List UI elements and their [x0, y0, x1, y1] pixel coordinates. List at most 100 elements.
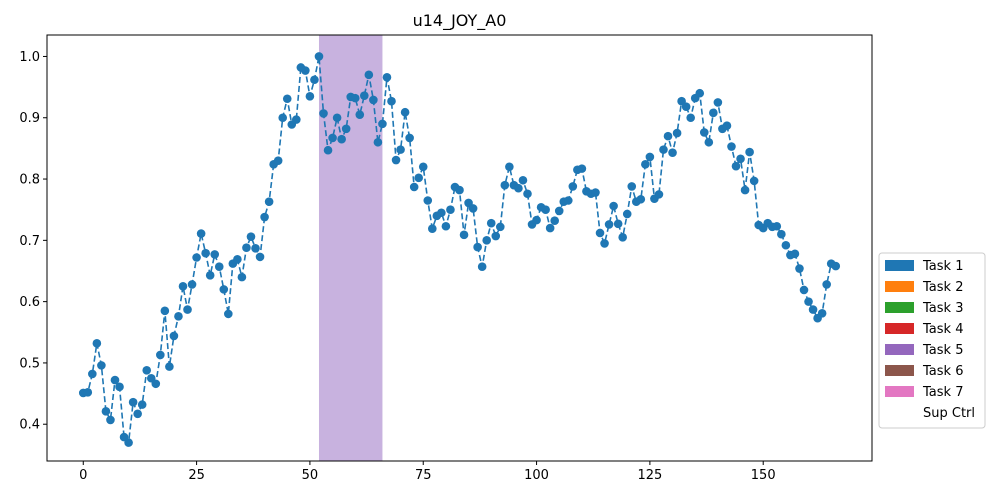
- chart-title: u14_JOY_A0: [413, 11, 507, 31]
- data-point: [627, 182, 637, 191]
- data-point: [781, 240, 791, 250]
- data-point: [709, 108, 718, 118]
- data-point: [418, 162, 428, 172]
- data-point: [446, 205, 455, 214]
- data-point: [314, 52, 324, 61]
- data-point: [423, 196, 433, 205]
- data-point: [201, 248, 210, 258]
- data-point: [613, 219, 623, 229]
- data-point: [455, 185, 464, 195]
- data-point: [273, 156, 283, 165]
- legend-swatch: [885, 323, 914, 334]
- data-point: [183, 305, 192, 314]
- data-point: [133, 409, 142, 419]
- data-point: [192, 253, 201, 262]
- data-point: [396, 145, 405, 154]
- data-point: [237, 272, 247, 282]
- data-point: [727, 142, 736, 151]
- data-point: [382, 72, 392, 82]
- y-tick-label: 0.7: [19, 234, 40, 249]
- data-point: [414, 173, 424, 183]
- data-point: [622, 209, 632, 219]
- data-point: [681, 102, 691, 112]
- data-point: [83, 388, 93, 397]
- legend-swatch: [885, 302, 914, 313]
- data-point: [500, 180, 510, 190]
- data-point: [97, 361, 106, 370]
- data-point: [473, 242, 482, 252]
- legend-label: Task 1: [922, 259, 963, 274]
- legend-label: Task 4: [922, 322, 963, 337]
- series-line: [83, 56, 837, 445]
- data-point: [391, 155, 401, 165]
- legend-label: Task 2: [922, 280, 963, 295]
- data-point: [505, 162, 514, 172]
- shaded-region: [318, 35, 383, 461]
- data-point: [260, 212, 269, 222]
- data-point: [731, 161, 741, 171]
- data-point: [387, 96, 396, 106]
- data-point: [749, 176, 759, 186]
- data-point: [459, 230, 469, 240]
- data-point: [563, 196, 573, 205]
- data-point: [151, 379, 161, 389]
- data-point: [672, 128, 682, 138]
- legend-label: Task 7: [922, 385, 963, 400]
- data-point: [618, 232, 627, 242]
- data-point: [178, 282, 188, 291]
- data-point: [659, 145, 668, 154]
- data-point: [360, 91, 369, 100]
- data-point: [301, 66, 310, 75]
- data-point: [736, 154, 745, 164]
- data-point: [822, 280, 831, 289]
- data-point: [137, 400, 147, 409]
- data-point: [174, 312, 183, 321]
- data-point: [591, 188, 600, 197]
- series-markers: [78, 52, 841, 447]
- legend-swatch: [885, 386, 914, 397]
- data-point: [378, 119, 387, 129]
- data-point: [740, 185, 750, 195]
- data-point: [332, 113, 342, 123]
- data-point: [777, 229, 786, 239]
- data-point: [532, 215, 541, 225]
- data-point: [790, 249, 800, 259]
- data-point: [795, 264, 804, 273]
- data-point: [106, 415, 115, 425]
- data-point: [255, 252, 265, 262]
- data-point: [405, 133, 414, 143]
- data-point: [600, 239, 609, 248]
- data-point: [804, 297, 813, 306]
- legend-label: Task 3: [922, 301, 963, 316]
- legend-swatch: [885, 365, 914, 376]
- data-point: [305, 91, 315, 101]
- data-point: [486, 218, 496, 228]
- shaded-regions: [318, 35, 383, 461]
- data-point: [545, 223, 555, 233]
- data-point: [577, 164, 587, 173]
- legend-label: Task 6: [922, 364, 963, 379]
- data-point: [495, 222, 505, 232]
- data-point: [745, 147, 754, 157]
- data-point: [514, 183, 523, 193]
- data-point: [142, 365, 152, 375]
- data-point: [165, 362, 174, 371]
- data-point: [831, 261, 841, 271]
- y-tick-label: 0.6: [19, 295, 40, 310]
- legend-label: Sup Ctrl: [923, 406, 975, 421]
- data-point: [604, 220, 614, 229]
- data-point: [169, 331, 179, 341]
- legend-box: [878, 252, 986, 429]
- data-point: [491, 231, 501, 241]
- legend-label: Task 5: [922, 343, 963, 358]
- data-point: [518, 175, 528, 185]
- data-point: [409, 182, 419, 192]
- data-point: [645, 152, 655, 162]
- data-point: [654, 190, 664, 199]
- x-axis-ticks: 0 25 50 75 100 125 150: [79, 461, 776, 483]
- data-point: [251, 244, 260, 253]
- data-point: [437, 208, 446, 218]
- data-point: [124, 438, 133, 447]
- data-point: [428, 224, 437, 233]
